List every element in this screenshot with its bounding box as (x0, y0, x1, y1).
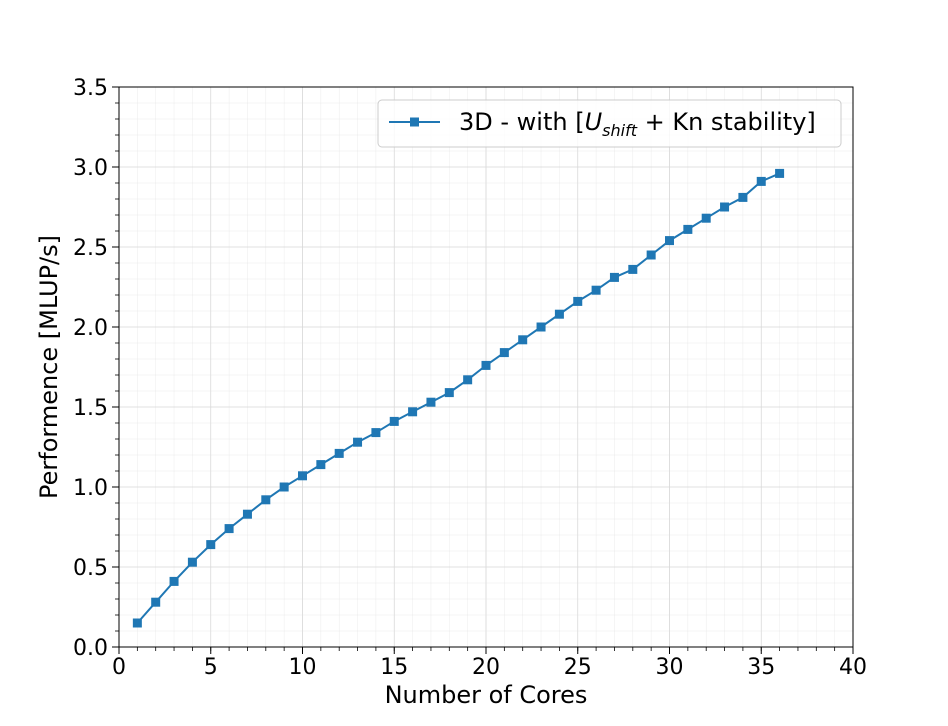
x-tick-label: 10 (289, 655, 317, 680)
data-point-marker (334, 448, 344, 458)
x-axis-label: Number of Cores (385, 681, 588, 709)
data-point-marker (279, 482, 289, 492)
axis-ticks (112, 86, 854, 654)
data-point-marker (518, 335, 528, 345)
legend-label: 3D - with [Ushift + Kn stability] (459, 108, 816, 140)
legend-label-u: U (585, 108, 603, 136)
series-line (136, 172, 780, 624)
data-point-marker (187, 557, 197, 567)
data-point-marker (481, 360, 491, 370)
data-point-marker (628, 264, 638, 274)
data-point-marker (720, 202, 730, 212)
y-axis-label: Performence [MLUP/s] (35, 235, 63, 499)
data-point-marker (701, 213, 711, 223)
y-tick-label: 3.5 (73, 76, 108, 101)
legend-box (377, 99, 842, 148)
x-tick-label: 40 (839, 655, 867, 680)
data-point-marker (738, 192, 748, 202)
x-tick-label: 20 (472, 655, 500, 680)
data-point-marker (242, 509, 252, 519)
y-tick-label: 2.0 (73, 316, 108, 341)
y-tick-label: 3.0 (73, 156, 108, 181)
data-point-marker (573, 296, 583, 306)
data-point-marker (554, 309, 564, 319)
y-tick-label: 0.5 (73, 556, 108, 581)
data-point-marker (353, 437, 363, 447)
legend-label-subscript: shift (602, 121, 638, 140)
data-point-marker (426, 397, 436, 407)
data-point-marker (316, 460, 326, 470)
data-point-marker (169, 576, 179, 586)
data-point-marker (389, 416, 399, 426)
legend-label-prefix: 3D - with [ (459, 108, 585, 136)
legend-marker-square (410, 117, 419, 127)
data-point-marker (775, 168, 785, 178)
data-point-marker (665, 236, 674, 246)
data-point-marker (206, 540, 216, 550)
data-point-marker (408, 407, 418, 417)
data-point-marker (444, 388, 454, 398)
data-point-marker (224, 524, 234, 534)
y-tick-label: 0.0 (73, 636, 108, 661)
data-point-marker (591, 285, 601, 295)
data-point-marker (261, 495, 271, 505)
legend-label-suffix: + Kn stability] (637, 108, 816, 136)
y-tick-label: 1.0 (73, 476, 108, 501)
x-tick-label: 30 (656, 655, 684, 680)
data-point-marker (151, 597, 161, 607)
y-tick-label: 1.5 (73, 396, 108, 421)
data-point-marker (609, 272, 619, 282)
x-tick-label: 25 (564, 655, 592, 680)
x-tick-label: 0 (112, 655, 126, 680)
data-point-marker (371, 428, 381, 438)
data-point-marker (132, 618, 142, 628)
data-point-marker (499, 348, 509, 358)
x-tick-label: 5 (204, 655, 218, 680)
y-tick-label: 2.5 (73, 236, 108, 261)
data-point-marker (683, 224, 693, 234)
data-point-marker (646, 250, 656, 260)
data-point-marker (536, 322, 546, 332)
legend: 3D - with [Ushift + Kn stability] (377, 99, 842, 148)
series-layer (132, 168, 785, 628)
x-tick-label: 35 (747, 655, 775, 680)
data-point-marker (463, 375, 473, 385)
x-tick-label: 15 (380, 655, 408, 680)
data-point-marker (298, 471, 307, 481)
data-point-marker (756, 176, 766, 186)
tick-labels: 0 5 10 15 20 25 30 35 40 0.0 0.5 1.0 1.5 2.0 2.5 3.0 3.5 (73, 76, 867, 680)
